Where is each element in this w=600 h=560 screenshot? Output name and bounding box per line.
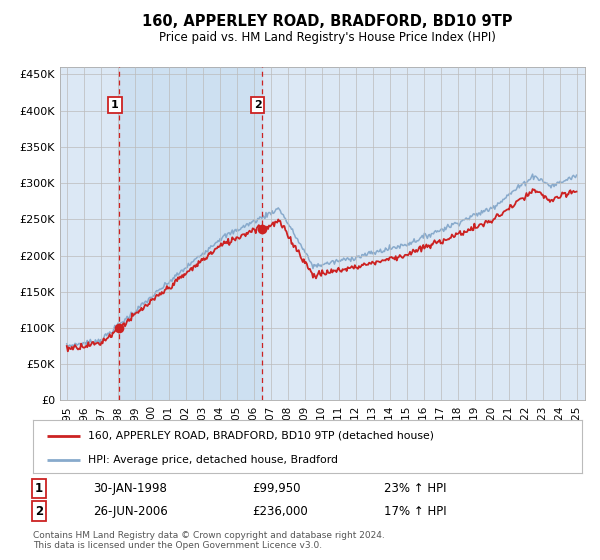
Text: 2: 2 [35,505,43,518]
Text: HPI: Average price, detached house, Bradford: HPI: Average price, detached house, Brad… [88,455,338,465]
Text: 30-JAN-1998: 30-JAN-1998 [93,482,167,495]
Bar [119,67,262,400]
Text: 1: 1 [35,482,43,495]
Text: 1: 1 [111,100,119,110]
Text: £99,950: £99,950 [252,482,301,495]
Text: 17% ↑ HPI: 17% ↑ HPI [384,505,446,518]
Text: 23% ↑ HPI: 23% ↑ HPI [384,482,446,495]
Text: 160, APPERLEY ROAD, BRADFORD, BD10 9TP: 160, APPERLEY ROAD, BRADFORD, BD10 9TP [142,14,512,29]
Text: 2: 2 [254,100,262,110]
Text: 160, APPERLEY ROAD, BRADFORD, BD10 9TP (detached house): 160, APPERLEY ROAD, BRADFORD, BD10 9TP (… [88,431,434,441]
Text: Price paid vs. HM Land Registry's House Price Index (HPI): Price paid vs. HM Land Registry's House … [158,31,496,44]
Text: £236,000: £236,000 [252,505,308,518]
Text: Contains HM Land Registry data © Crown copyright and database right 2024.
This d: Contains HM Land Registry data © Crown c… [33,531,385,550]
Text: 26-JUN-2006: 26-JUN-2006 [93,505,168,518]
